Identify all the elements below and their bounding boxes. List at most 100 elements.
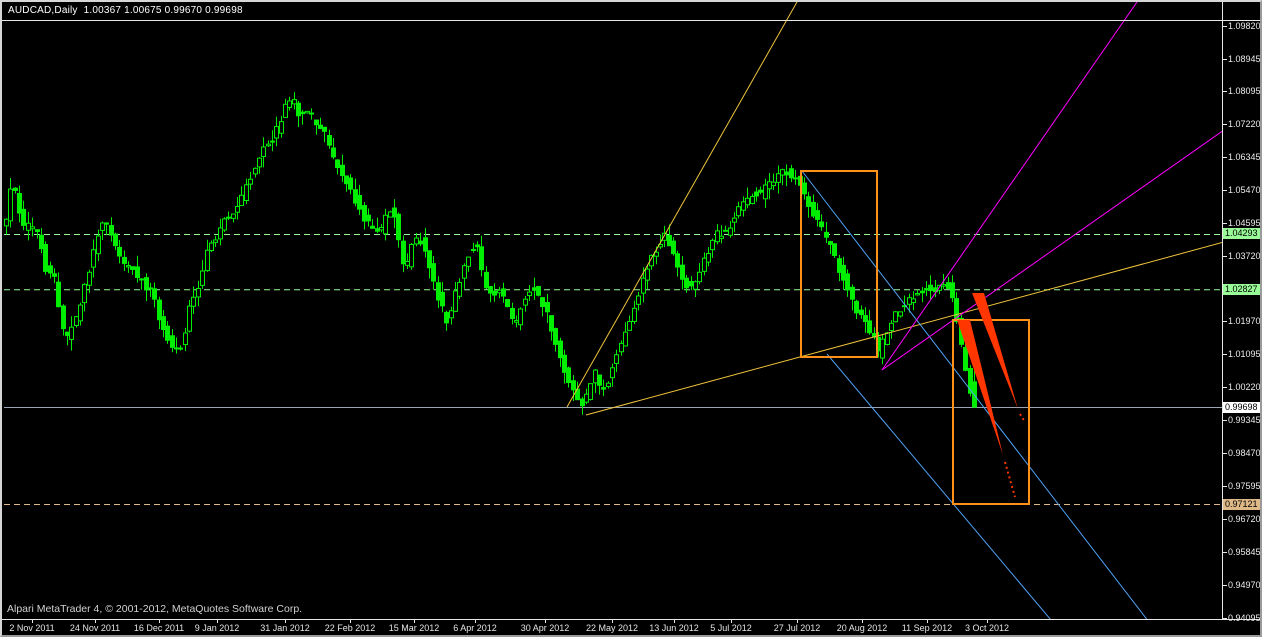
date-tick-label: 15 Mar 2012 (388, 623, 440, 633)
candle-body (523, 298, 528, 306)
annotation-wedge[interactable] (972, 293, 1018, 409)
date-tick-mark (350, 620, 351, 623)
candle-body (745, 197, 750, 206)
candle-body (584, 393, 589, 403)
candle-body (466, 256, 471, 267)
price-tick-label: 1.09820 (1228, 20, 1261, 31)
price-axis-separator (1222, 2, 1223, 619)
candle-body (100, 222, 105, 231)
date-tick-label: 16 Dec 2011 (133, 623, 185, 633)
candle-body (841, 264, 846, 281)
trendline-magenta-steep-up[interactable] (881, 2, 1138, 371)
price-tick-label: 1.03720 (1228, 250, 1261, 261)
price-tick-label: 1.01970 (1228, 316, 1261, 327)
candle-body (601, 387, 606, 390)
candle-body (828, 241, 833, 245)
trendline-blue-channel-upper[interactable] (801, 170, 1162, 635)
date-tick-mark (862, 620, 863, 623)
candle-body (104, 222, 109, 225)
candle-body (379, 226, 384, 231)
date-tick-mark (987, 620, 988, 623)
candle-body (710, 239, 715, 251)
candle-body (475, 244, 480, 248)
candle-body (226, 216, 231, 219)
candle-body (889, 322, 894, 331)
candle-body (21, 208, 26, 226)
candle-body (401, 240, 406, 265)
candle-body (505, 299, 510, 308)
candle-body (928, 284, 933, 292)
trendline-blue-channel-lower[interactable] (826, 353, 1067, 635)
candle-body (96, 235, 101, 255)
candle-body (117, 246, 122, 257)
candle-body (113, 233, 118, 247)
price-tick-mark (1223, 59, 1227, 60)
candle-body (270, 140, 275, 143)
date-tick-mark (414, 620, 415, 623)
trendline-yellow-shallow-up[interactable] (585, 242, 1224, 416)
candle-body (553, 328, 558, 345)
candle-body (126, 265, 131, 268)
candle-body (357, 195, 362, 210)
candle-body (614, 354, 619, 364)
candle-body (501, 288, 506, 297)
price-tick-mark (1223, 354, 1227, 355)
candle-body (392, 207, 397, 218)
candle-body (693, 281, 698, 290)
candle-body (318, 124, 323, 129)
candle-body (170, 335, 175, 348)
candle-body (911, 298, 916, 304)
date-tick-mark (217, 620, 218, 623)
candle-body (492, 290, 497, 296)
candle-body (941, 284, 946, 287)
trendline-yellow-steep-up[interactable] (566, 2, 798, 408)
candle-body (436, 282, 441, 301)
candle-body (671, 240, 676, 255)
candle-body (789, 168, 794, 179)
candle-body (139, 278, 144, 281)
date-tick-mark (95, 620, 96, 623)
candle-body (471, 248, 476, 251)
candle-body (414, 237, 419, 245)
price-tick-mark (1223, 552, 1227, 553)
candle-body (261, 146, 266, 157)
price-tick-label: 1.08095 (1228, 85, 1261, 96)
candle-body (440, 291, 445, 307)
candle-body (776, 173, 781, 183)
candle-body (946, 282, 951, 289)
candle-body (623, 331, 628, 347)
annotation-wedge[interactable] (957, 320, 1003, 455)
date-tick-mark (927, 620, 928, 623)
date-axis-separator (2, 619, 1260, 620)
candle-body (17, 192, 22, 214)
candle-body (405, 260, 410, 266)
candle-body (427, 250, 432, 269)
candle-body (728, 227, 733, 236)
candle-body (266, 143, 271, 147)
candle-body (322, 126, 327, 132)
date-tick-label: 30 Apr 2012 (520, 623, 570, 633)
candle-body (915, 292, 920, 296)
candle-body (213, 239, 218, 243)
price-tick-mark (1223, 91, 1227, 92)
candle-body (61, 305, 66, 330)
annotation-rectangle[interactable] (800, 170, 878, 358)
candle-body (763, 184, 768, 200)
candle-body (832, 243, 837, 257)
price-level-label: 1.04293 (1223, 228, 1260, 240)
candle-body (654, 251, 659, 257)
chart-info-header: AUDCAD,Daily 1.00367 1.00675 0.99670 0.9… (8, 5, 243, 16)
trendline-magenta-shallow-up[interactable] (881, 130, 1224, 371)
candle-body (641, 277, 646, 294)
price-tick-label: 1.07220 (1228, 118, 1261, 129)
price-tick-label: 0.97595 (1228, 481, 1261, 492)
candle-body (767, 181, 772, 190)
candle-body (824, 231, 829, 238)
candle-body (819, 221, 824, 228)
candle-body (518, 308, 523, 326)
candle-body (837, 258, 842, 273)
candle-body (741, 201, 746, 211)
candle-body (850, 286, 855, 300)
date-tick-label: 11 Sep 2012 (901, 623, 953, 633)
